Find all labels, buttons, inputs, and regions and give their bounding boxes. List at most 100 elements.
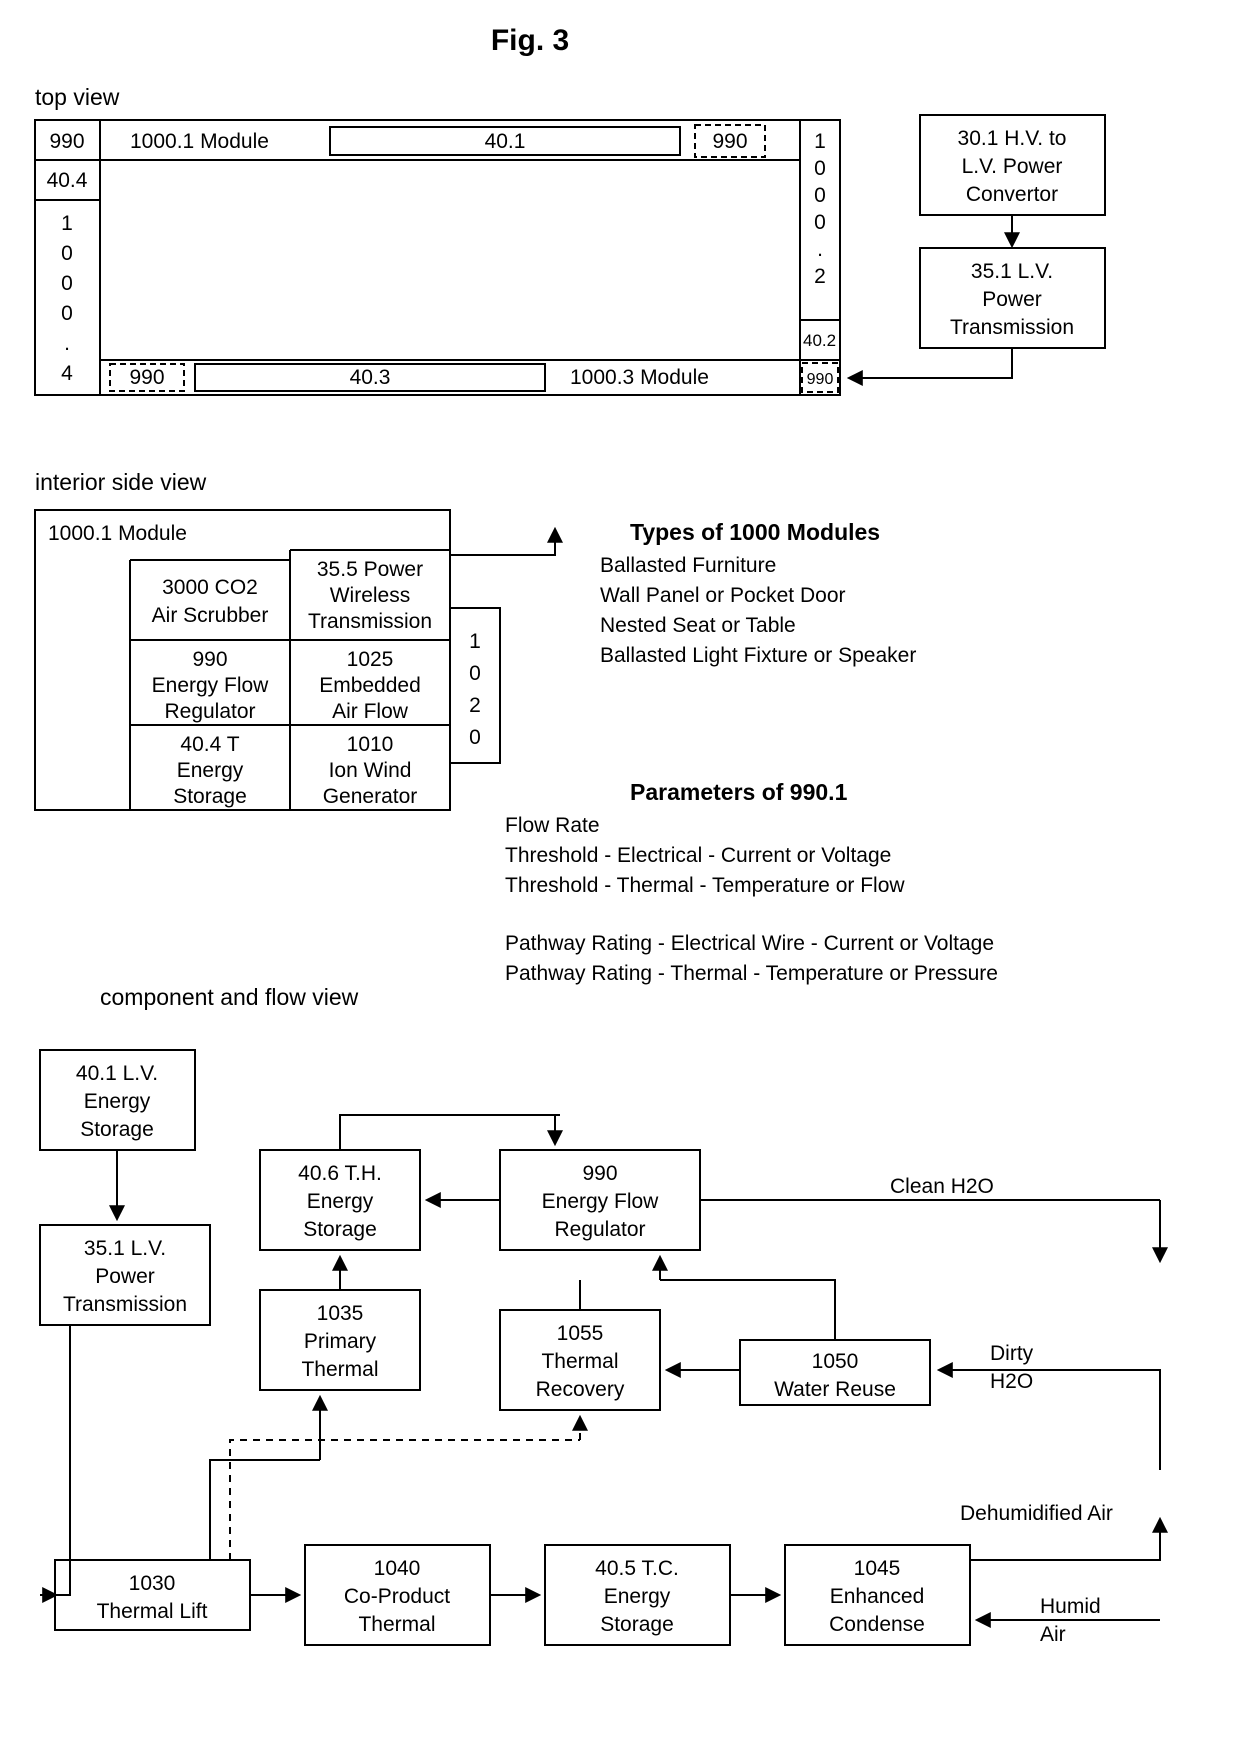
svg-text:2: 2 [469, 694, 481, 717]
diagram-root: Fig. 3 top view 990 1000.1 Module 40.1 9… [0, 0, 1240, 1750]
svg-text:0: 0 [469, 726, 481, 749]
svg-text:Air: Air [1040, 1623, 1066, 1646]
top-1000-2: 1 0 0 0 . 2 [814, 130, 826, 288]
svg-text:Transmission: Transmission [308, 610, 432, 633]
side-cell-1010: 1010 Ion Wind Generator [323, 733, 418, 808]
svg-text:Thermal Lift: Thermal Lift [97, 1600, 208, 1623]
svg-text:3000 CO2: 3000 CO2 [162, 576, 258, 599]
svg-text:Ion Wind: Ion Wind [329, 759, 412, 782]
svg-text:Thermal: Thermal [301, 1358, 378, 1381]
svg-text:990: 990 [582, 1162, 617, 1185]
svg-text:40.1: 40.1 [485, 130, 526, 153]
side-cell-3000: 3000 CO2 Air Scrubber [152, 576, 269, 627]
svg-text:35.5 Power: 35.5 Power [317, 558, 423, 581]
arrow-lv-to-grid [850, 348, 1012, 378]
svg-text:0: 0 [61, 272, 73, 295]
svg-text:40.5 T.C.: 40.5 T.C. [595, 1557, 679, 1580]
svg-text:Storage: Storage [173, 785, 247, 808]
side-cell-404: 40.4 T Energy Storage [173, 733, 247, 808]
svg-text:40.1 L.V.: 40.1 L.V. [76, 1062, 158, 1085]
top-1000-4: 1 0 0 0 . 4 [61, 212, 73, 385]
svg-text:1035: 1035 [317, 1302, 364, 1325]
arrow-dirty-h2o [940, 1370, 1160, 1470]
svg-text:Air Flow: Air Flow [332, 700, 409, 723]
svg-text:Ballasted Furniture: Ballasted Furniture [600, 554, 776, 577]
types-heading: Types of 1000 Modules [630, 519, 880, 545]
svg-text:Regulator: Regulator [164, 700, 255, 723]
svg-text:35.1 L.V.: 35.1 L.V. [84, 1237, 166, 1260]
svg-text:.: . [817, 238, 823, 261]
svg-text:0: 0 [469, 662, 481, 685]
svg-text:1: 1 [61, 212, 73, 235]
svg-text:Air Scrubber: Air Scrubber [152, 604, 269, 627]
svg-text:Storage: Storage [303, 1218, 377, 1241]
arrow-dehumidified [970, 1520, 1160, 1560]
figure-title: Fig. 3 [491, 24, 569, 57]
svg-text:Regulator: Regulator [554, 1218, 645, 1241]
svg-text:Humid: Humid [1040, 1595, 1101, 1618]
svg-text:Pathway Rating - Thermal - Tem: Pathway Rating - Thermal - Temperature o… [505, 962, 998, 985]
svg-text:Power: Power [982, 288, 1042, 311]
top-outer [35, 120, 840, 395]
svg-text:1: 1 [814, 130, 826, 153]
svg-text:40.3: 40.3 [350, 366, 391, 389]
svg-text:0: 0 [61, 302, 73, 325]
svg-text:990: 990 [49, 130, 84, 153]
side-cell-355: 35.5 Power Wireless Transmission [308, 558, 432, 633]
svg-text:990: 990 [129, 366, 164, 389]
svg-text:Dehumidified Air: Dehumidified Air [960, 1502, 1113, 1525]
svg-text:Power: Power [95, 1265, 155, 1288]
svg-text:35.1 L.V.: 35.1 L.V. [971, 260, 1053, 283]
svg-text:Energy Flow: Energy Flow [152, 674, 270, 697]
svg-text:1000.3 Module: 1000.3 Module [570, 366, 709, 389]
svg-text:990: 990 [807, 371, 834, 388]
svg-text:30.1 H.V. to: 30.1 H.V. to [958, 127, 1067, 150]
svg-text:Convertor: Convertor [966, 183, 1058, 206]
svg-text:Storage: Storage [600, 1613, 674, 1636]
svg-text:.: . [64, 332, 70, 355]
svg-text:Water Reuse: Water Reuse [774, 1378, 896, 1401]
svg-text:Wall Panel or Pocket Door: Wall Panel or Pocket Door [600, 584, 846, 607]
svg-text:40.4 T: 40.4 T [180, 733, 239, 756]
svg-text:0: 0 [61, 242, 73, 265]
svg-text:L.V. Power: L.V. Power [962, 155, 1063, 178]
svg-text:Embedded: Embedded [319, 674, 421, 697]
svg-text:2: 2 [814, 265, 826, 288]
top-view-heading: top view [35, 84, 120, 110]
svg-text:Threshold - Electrical - Curre: Threshold - Electrical - Current or Volt… [505, 844, 891, 867]
svg-text:40.6 T.H.: 40.6 T.H. [298, 1162, 382, 1185]
svg-text:Pathway Rating - Electrical Wi: Pathway Rating - Electrical Wire - Curre… [505, 932, 994, 955]
svg-text:Energy Flow: Energy Flow [542, 1190, 660, 1213]
svg-text:Co-Product: Co-Product [344, 1585, 450, 1608]
svg-text:Storage: Storage [80, 1118, 154, 1141]
svg-text:1010: 1010 [347, 733, 394, 756]
svg-text:Clean H2O: Clean H2O [890, 1175, 994, 1198]
svg-text:1000.1 Module: 1000.1 Module [130, 130, 269, 153]
flow-view-heading: component and flow view [100, 984, 359, 1010]
svg-text:Generator: Generator [323, 785, 418, 808]
svg-text:990: 990 [192, 648, 227, 671]
svg-text:1050: 1050 [812, 1350, 859, 1373]
side-cell-990: 990 Energy Flow Regulator [152, 648, 270, 723]
side-view-heading: interior side view [35, 469, 207, 495]
svg-text:Energy: Energy [177, 759, 244, 782]
svg-text:1045: 1045 [854, 1557, 901, 1580]
svg-text:Thermal: Thermal [358, 1613, 435, 1636]
svg-text:Energy: Energy [307, 1190, 374, 1213]
svg-text:990: 990 [712, 130, 747, 153]
svg-text:Threshold - Thermal - Temperat: Threshold - Thermal - Temperature or Flo… [505, 874, 905, 897]
svg-text:4: 4 [61, 362, 73, 385]
svg-text:1055: 1055 [557, 1322, 604, 1345]
side-cell-1025: 1025 Embedded Air Flow [319, 648, 421, 723]
svg-text:1040: 1040 [374, 1557, 421, 1580]
svg-text:1: 1 [469, 630, 481, 653]
svg-text:Recovery: Recovery [536, 1378, 625, 1401]
side-out-arrow [500, 530, 555, 555]
svg-text:Energy: Energy [84, 1090, 151, 1113]
svg-text:Transmission: Transmission [63, 1293, 187, 1316]
svg-text:40.2: 40.2 [803, 331, 836, 350]
svg-text:Enhanced: Enhanced [830, 1585, 925, 1608]
svg-text:0: 0 [814, 184, 826, 207]
svg-text:0: 0 [814, 157, 826, 180]
svg-text:Transmission: Transmission [950, 316, 1074, 339]
